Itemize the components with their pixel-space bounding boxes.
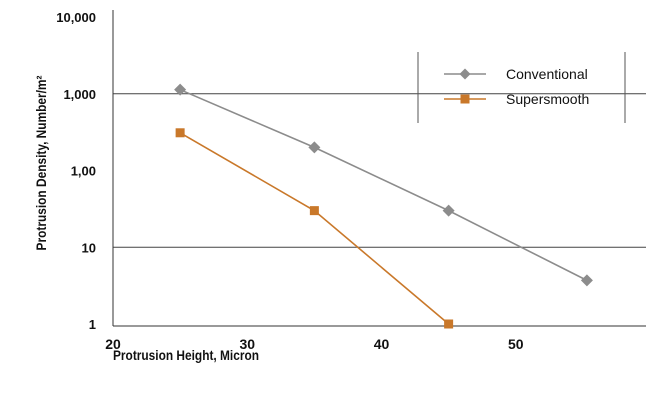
- data-point-supersmooth: [309, 206, 319, 216]
- y-tick-label: 1,00: [71, 164, 96, 179]
- data-point-conventional: [174, 83, 187, 96]
- gridlines: [113, 93, 646, 248]
- x-tick-label: 20: [105, 336, 121, 352]
- y-tick-label: 1,000: [63, 87, 96, 102]
- legend-marker-supersmooth: [460, 94, 470, 104]
- legend: Conventional Supersmooth: [417, 52, 626, 123]
- data-point-supersmooth: [175, 128, 185, 138]
- y-axis-label: Protrusion Density, Number/m²: [33, 75, 49, 251]
- series-line-supersmooth: [179, 132, 450, 325]
- y-tick-label: 10,000: [56, 10, 96, 25]
- data-point-conventional: [580, 274, 593, 287]
- x-axis-label: Protrusion Height, Micron: [113, 347, 259, 363]
- data-point-conventional: [442, 204, 455, 217]
- series-line-conventional: [179, 88, 588, 282]
- x-tick-label: 40: [374, 336, 390, 352]
- legend-marker-conventional: [459, 68, 471, 80]
- x-tick-label: 30: [239, 336, 255, 352]
- axes: [112, 10, 646, 327]
- data-point-conventional: [308, 141, 321, 154]
- data-point-supersmooth: [444, 319, 454, 329]
- legend-label-supersmooth: Supersmooth: [506, 91, 589, 107]
- series-plot-area: [174, 83, 593, 329]
- y-tick-label: 1: [89, 317, 96, 332]
- legend-label-conventional: Conventional: [506, 66, 588, 82]
- x-tick-label: 50: [508, 336, 524, 352]
- y-tick-label: 10: [82, 240, 96, 255]
- legend-items: Conventional Supersmooth: [444, 66, 589, 107]
